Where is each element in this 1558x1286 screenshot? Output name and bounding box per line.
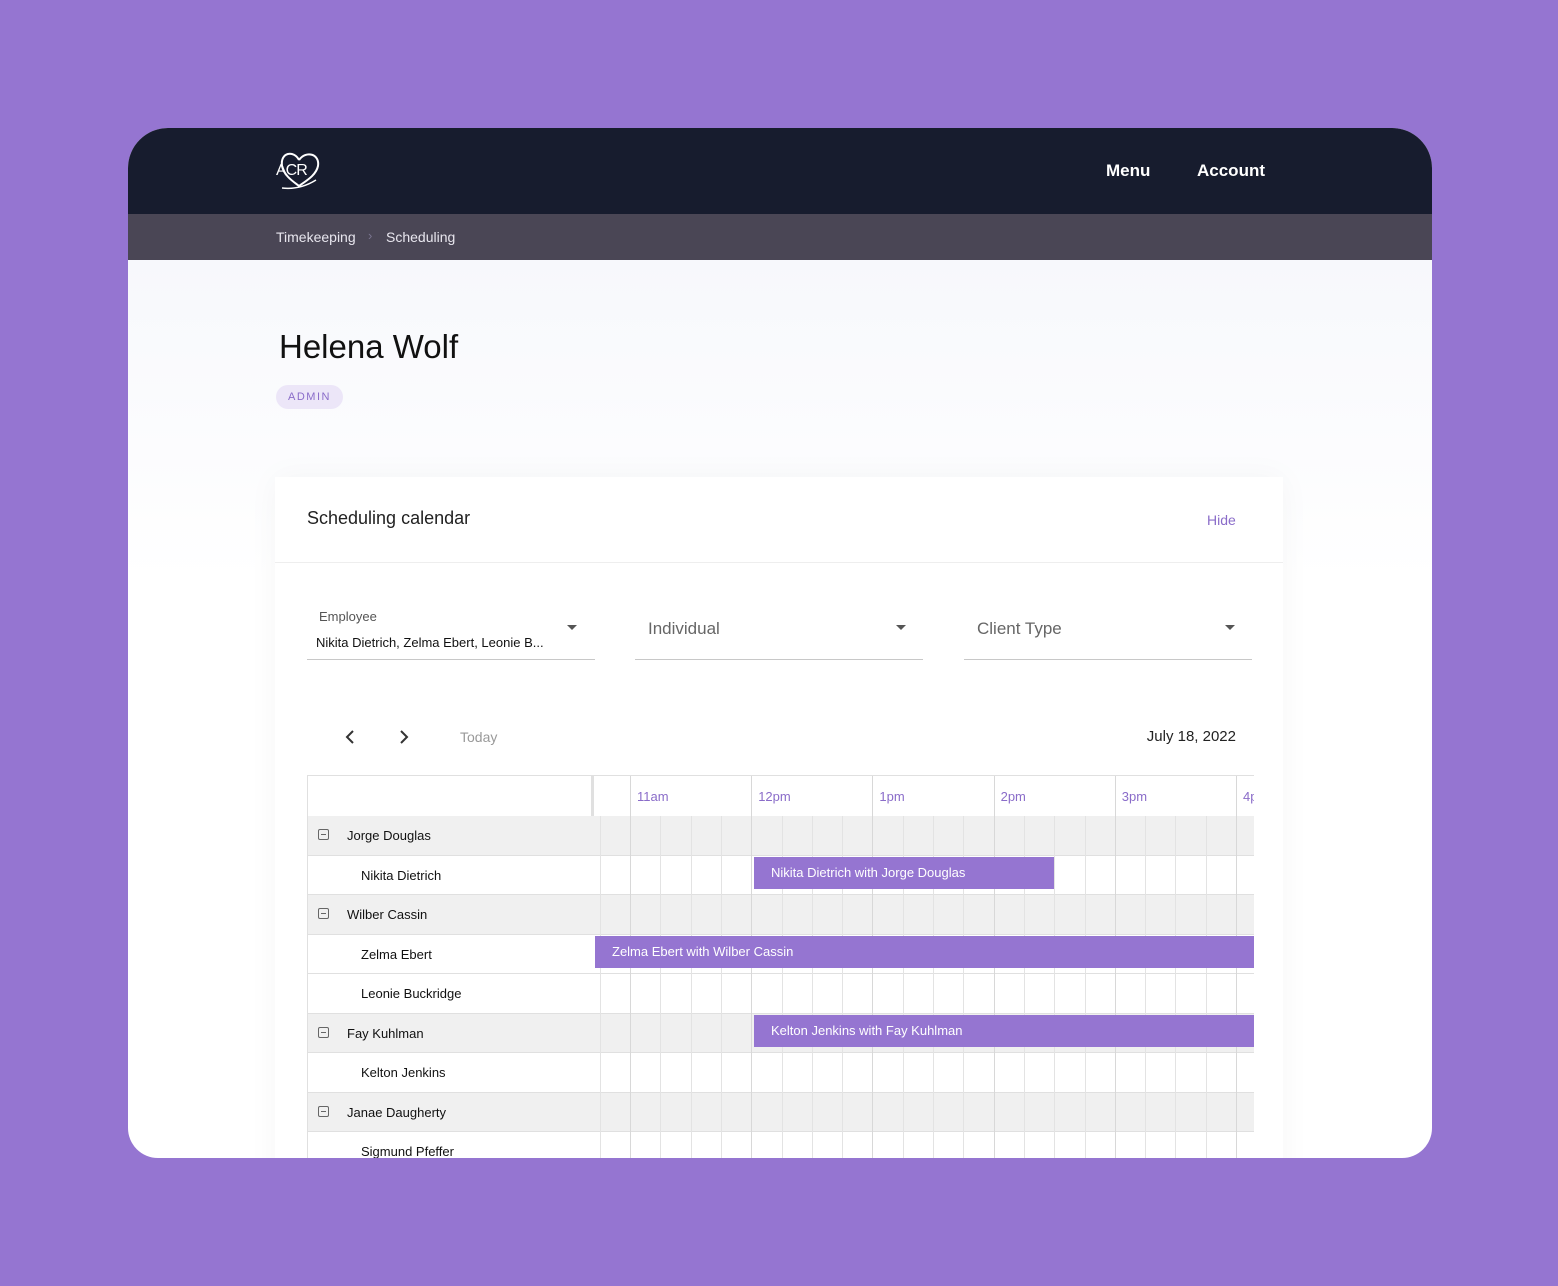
dropdown-arrow[interactable]: [566, 624, 578, 632]
filter-value[interactable]: Nikita Dietrich, Zelma Ebert, Leonie B..…: [316, 635, 544, 650]
group-row: [308, 895, 1254, 935]
event[interactable]: Kelton Jenkins with Fay Kuhlman: [754, 1015, 1254, 1047]
divider: [275, 562, 1283, 563]
breadcrumb-current: Scheduling: [386, 229, 456, 245]
calendar-grid: Jorge Douglas Nikita Dietrich Wilber Cassi…: [307, 775, 1254, 1158]
resource-name: Zelma Ebert: [361, 946, 432, 962]
group-name: Wilber Cassin: [347, 907, 428, 922]
resource-row: [308, 1053, 1254, 1093]
grid-line: [720, 816, 722, 1158]
current-date: July 18, 2022: [1146, 728, 1236, 745]
filter-placeholder[interactable]: Individual: [648, 619, 720, 638]
grid-line: [1205, 816, 1207, 1158]
grid-line: [963, 816, 965, 1158]
breadcrumb-link[interactable]: Timekeeping: [276, 229, 356, 245]
hide-button[interactable]: Hide: [1207, 512, 1236, 528]
grid-line: [1054, 816, 1056, 1158]
event[interactable]: Zelma Ebert with Wilber Cassin: [595, 936, 1254, 968]
resource-row: [308, 974, 1254, 1014]
grid-line: [933, 816, 934, 1158]
menu-link[interactable]: Menu: [1106, 161, 1151, 180]
grid-line: [1175, 816, 1177, 1158]
event[interactable]: Nikita Dietrich with Jorge Douglas: [754, 857, 1054, 889]
grid-line: [599, 816, 601, 1158]
collapse-icon[interactable]: [318, 1026, 329, 1038]
app-window: ACR Menu Account Timekeeping › Schedulin…: [128, 128, 1432, 1158]
hour-label: 12pm: [758, 789, 791, 804]
dropdown-arrow[interactable]: [1224, 624, 1236, 632]
grid-line: [842, 816, 844, 1158]
grid-line: [1145, 816, 1147, 1158]
grid-line: [1023, 816, 1025, 1158]
grid-line: [1084, 816, 1086, 1158]
profile-name: Helena Wolf: [279, 328, 459, 365]
dropdown-arrow[interactable]: [895, 624, 907, 632]
today-button[interactable]: Today: [460, 729, 498, 745]
hour-label: 1pm: [879, 789, 905, 804]
panel-title: Scheduling calendar: [307, 508, 471, 528]
group-name: Janae Daugherty: [347, 1104, 447, 1120]
filter-label: Employee: [319, 609, 377, 624]
collapse-icon[interactable]: [318, 908, 329, 919]
account-link[interactable]: Account: [1197, 161, 1265, 180]
logo-text: ACR: [276, 162, 308, 179]
prev-button[interactable]: [344, 729, 356, 745]
group-row: [308, 1092, 1254, 1132]
grid-line: [781, 816, 783, 1158]
hour-label: 11am: [637, 789, 669, 804]
filter-underline: [635, 659, 923, 660]
grid-line: [690, 816, 692, 1158]
next-button[interactable]: [398, 729, 410, 745]
resource-name: Leonie Buckridge: [361, 986, 462, 1001]
resource-name: Kelton Jenkins: [361, 1065, 446, 1080]
resource-name: Nikita Dietrich: [361, 867, 442, 883]
group-name: Jorge Douglas: [347, 828, 431, 843]
grid-line: [811, 816, 813, 1158]
collapse-icon[interactable]: [318, 829, 329, 840]
breadcrumb-bar: [128, 214, 1432, 260]
filter-underline: [964, 659, 1252, 660]
logo-icon: [280, 152, 320, 190]
hour-label: 4pm: [1243, 789, 1254, 804]
collapse-icon[interactable]: [318, 1105, 329, 1117]
hour-label: 3pm: [1121, 789, 1148, 804]
resource-row: [308, 1132, 1254, 1158]
filter-placeholder[interactable]: Client Type: [977, 619, 1062, 638]
hour-label: 2pm: [1000, 789, 1026, 804]
resource-name: Sigmund Pfeffer: [361, 1144, 454, 1158]
group-row: [308, 816, 1254, 856]
breadcrumb-separator: ›: [368, 228, 373, 243]
navbar: ACR Menu Account: [128, 128, 1432, 214]
group-name: Fay Kuhlman: [347, 1025, 424, 1041]
role-badge: ADMIN: [276, 385, 343, 409]
grid-line: [660, 816, 662, 1158]
grid-line: [902, 816, 904, 1158]
filter-underline: [307, 659, 595, 660]
